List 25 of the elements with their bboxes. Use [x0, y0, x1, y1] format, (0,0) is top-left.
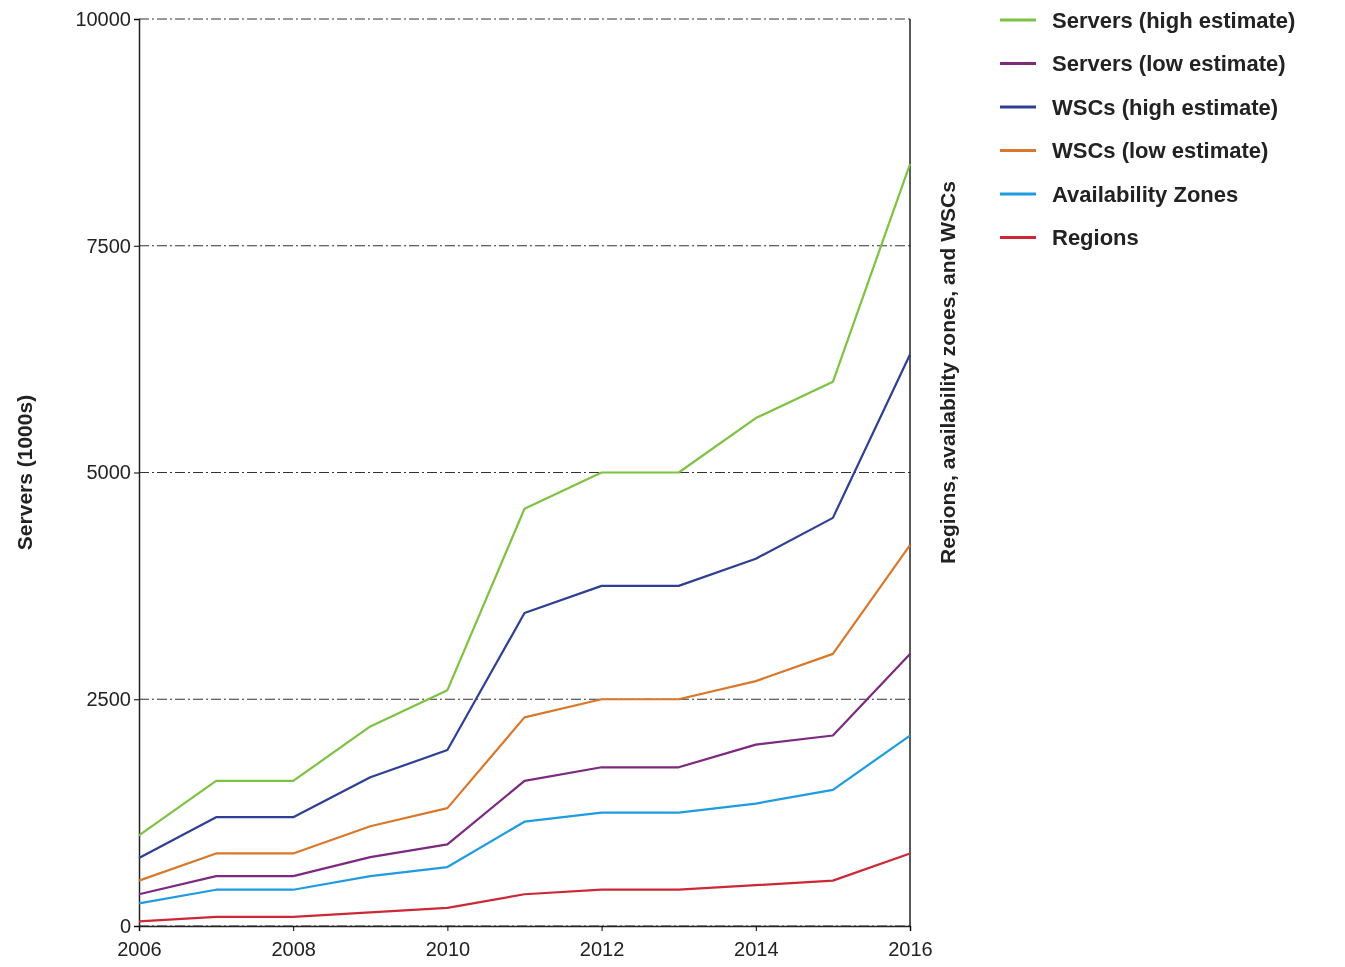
y-axis-title: Servers (1000s): [13, 394, 36, 551]
legend-label: Regions: [1052, 225, 1139, 251]
legend-label: Servers (high estimate): [1052, 7, 1296, 33]
x-tick-label: 2006: [117, 938, 162, 960]
y-tick-label: 0: [119, 914, 131, 937]
line-series: [137, 852, 912, 923]
line-series: [137, 652, 912, 896]
x-tick-label: 2016: [888, 938, 933, 960]
y-tick-label: 5000: [86, 461, 131, 484]
y-tick-label: 10000: [75, 7, 131, 30]
x-tick-label: 2012: [579, 938, 625, 960]
line-series: [137, 734, 912, 905]
line-series: [137, 353, 912, 860]
legend-label: WSCs (high estimate): [1052, 94, 1279, 120]
legend-label: WSCs (low estimate): [1052, 138, 1269, 164]
line-series: [137, 543, 912, 882]
legend-label: Availability Zones: [1052, 181, 1239, 207]
y-tick-label: 2500: [86, 688, 131, 711]
y2-axis-title: Regions, availability zones, and WSCs: [936, 181, 959, 564]
legend-label: Servers (low estimate): [1052, 51, 1286, 77]
x-tick-label: 2014: [734, 938, 779, 960]
x-tick-label: 2010: [425, 938, 471, 960]
x-tick-label: 2008: [271, 938, 316, 960]
y-tick-label: 7500: [86, 234, 131, 257]
line-series: [137, 163, 912, 837]
